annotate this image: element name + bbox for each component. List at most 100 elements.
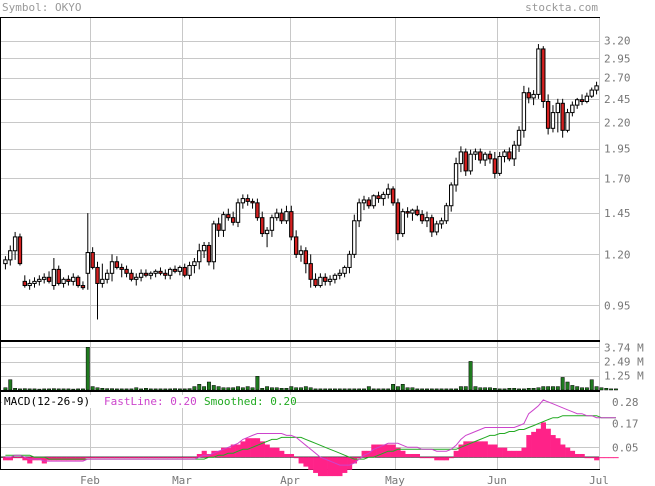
- candle: [526, 87, 531, 104]
- candle-body: [32, 280, 37, 284]
- macd-histogram-bar: [506, 450, 513, 458]
- macd-histogram-bar: [313, 457, 319, 473]
- candle: [468, 149, 473, 175]
- candle: [250, 198, 255, 209]
- volume-bar: [100, 388, 105, 391]
- candle: [434, 220, 439, 236]
- macd-histogram-bar: [41, 457, 47, 464]
- volume-bar: [269, 387, 274, 391]
- x-tick-label: Feb: [80, 474, 100, 486]
- volume-bar: [216, 386, 221, 391]
- macd-histogram-bar: [434, 457, 440, 461]
- candle: [119, 263, 124, 278]
- macd-histogram-bar: [371, 444, 377, 458]
- price-tick-label: 1.70: [604, 172, 631, 185]
- candle: [211, 220, 216, 270]
- candle-body: [545, 100, 551, 129]
- candle: [230, 211, 236, 226]
- volume-bar: [119, 388, 124, 391]
- candle: [269, 214, 275, 237]
- candle: [308, 254, 313, 288]
- volume-bar: [347, 388, 352, 391]
- macd-histogram-bar: [327, 457, 333, 477]
- candle: [318, 273, 323, 288]
- volume-bar: [27, 388, 32, 391]
- macd-histogram-bar: [264, 444, 270, 458]
- candle: [376, 191, 381, 203]
- candle: [182, 263, 187, 278]
- candle: [463, 148, 468, 176]
- candle-body: [308, 263, 313, 280]
- candle: [153, 269, 158, 278]
- candle: [444, 202, 449, 224]
- candle-body: [95, 266, 100, 284]
- candle: [565, 108, 570, 133]
- volume-bar: [105, 388, 110, 391]
- candle: [323, 273, 328, 286]
- candle-body: [163, 272, 168, 276]
- volume-bar: [332, 388, 337, 391]
- volume-bar: [604, 388, 609, 391]
- macd-histogram-bar: [521, 447, 527, 458]
- macd-histogram-bar: [85, 457, 91, 459]
- volume-tick-label: 3.74 M: [604, 341, 644, 354]
- macd-histogram-bar: [201, 450, 207, 458]
- candle: [502, 149, 507, 163]
- candle-body: [206, 244, 212, 263]
- macd-histogram-bar: [191, 457, 198, 459]
- volume-bar: [395, 386, 400, 391]
- candle: [289, 205, 294, 241]
- macd-histogram-bar: [143, 457, 149, 459]
- macd-histogram-bar: [531, 431, 537, 458]
- macd-histogram-bar: [172, 457, 178, 459]
- price-tick-label: 1.20: [604, 248, 631, 261]
- candle-body: [114, 261, 120, 268]
- volume-bar: [260, 388, 265, 391]
- volume-bar: [362, 388, 366, 391]
- volume-bar: [42, 388, 47, 391]
- candle-body: [347, 253, 352, 268]
- candle-body: [453, 163, 459, 186]
- macd-histogram-bar: [419, 457, 425, 459]
- site-label[interactable]: stockta.com: [525, 1, 598, 14]
- volume-bar: [182, 388, 187, 391]
- macd-panel: 0.28 0.17 0.05 MACD(12-26-9) FastLine: 0.2…: [0, 391, 639, 477]
- candle-body: [8, 250, 13, 261]
- candle: [541, 46, 546, 108]
- volume-bar: [313, 388, 318, 391]
- macd-histogram-bar: [293, 457, 299, 459]
- volume-bar: [541, 386, 546, 391]
- candle: [492, 151, 498, 179]
- macd-histogram-bar: [511, 450, 517, 458]
- candle-body: [594, 85, 599, 91]
- macd-histogram-bar: [288, 453, 295, 458]
- candle: [41, 273, 47, 284]
- candle-body: [230, 217, 236, 223]
- candle: [521, 85, 527, 138]
- volume-panel-frame: [0, 341, 600, 391]
- candle-body: [264, 229, 270, 235]
- candle: [516, 126, 522, 152]
- volume-bar: [289, 386, 294, 391]
- symbol-label: Symbol: OKYO: [2, 1, 81, 14]
- macd-histogram-bar: [579, 453, 585, 458]
- candle: [284, 205, 289, 224]
- candle-body: [134, 276, 139, 280]
- candle: [453, 157, 459, 192]
- candle-body: [119, 266, 124, 270]
- candle-body: [12, 236, 18, 252]
- macd-histogram-bar: [7, 457, 13, 461]
- candle-body: [148, 272, 153, 276]
- candle-body: [289, 211, 294, 238]
- volume-bar: [444, 388, 449, 391]
- candle: [114, 256, 120, 270]
- volume-bar: [308, 387, 313, 391]
- candle-body: [109, 261, 115, 274]
- volume-bar: [342, 388, 347, 391]
- candle: [22, 275, 28, 288]
- volume-bar: [143, 388, 148, 391]
- macd-legend-bg: [2, 395, 292, 408]
- macd-histogram-bar: [216, 450, 222, 458]
- macd-histogram-bar: [12, 457, 18, 459]
- macd-histogram-bar: [162, 457, 169, 459]
